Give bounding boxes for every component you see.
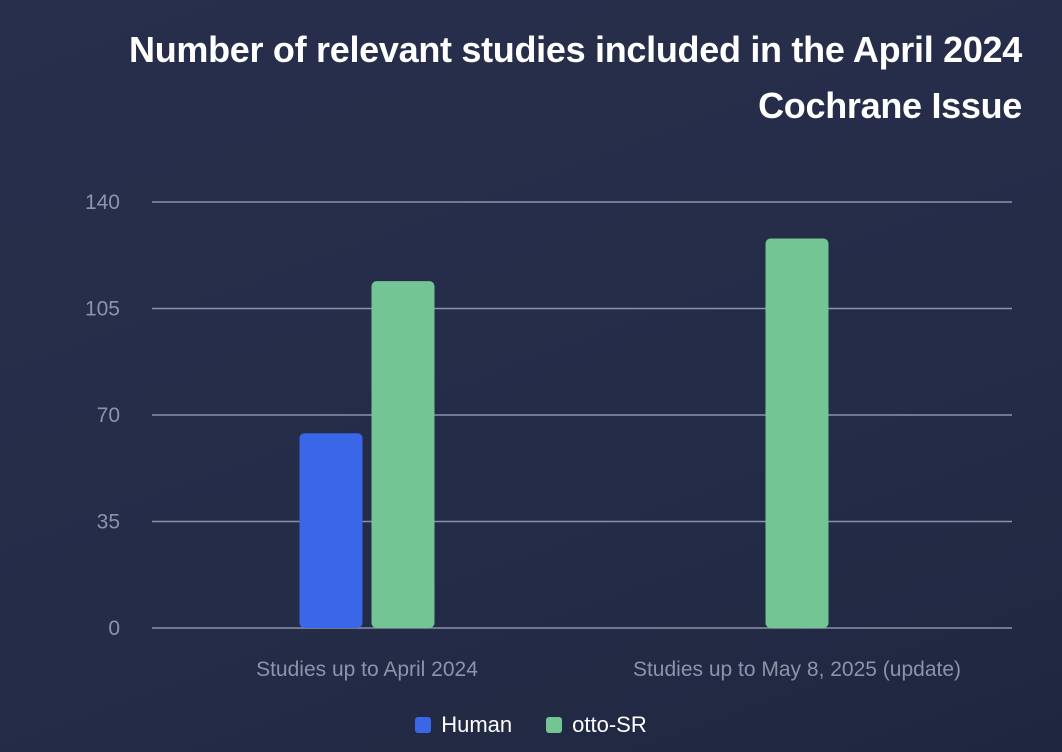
legend-item-otto-sr[interactable]: otto-SR bbox=[546, 712, 647, 738]
chart-title: Number of relevant studies included in t… bbox=[22, 22, 1022, 134]
legend-swatch-human bbox=[415, 717, 432, 733]
y-tick-label: 70 bbox=[97, 404, 120, 427]
legend-swatch-otto-sr bbox=[546, 717, 563, 733]
bars bbox=[299, 238, 829, 628]
x-axis-labels: Studies up to April 2024 Studies up to Ma… bbox=[256, 658, 961, 681]
legend-label-human: Human bbox=[441, 712, 513, 737]
chart-title-line-1: Number of relevant studies included in t… bbox=[129, 29, 1022, 70]
legend: Human otto-SR bbox=[0, 712, 1062, 738]
grid-lines bbox=[152, 201, 1012, 629]
bar-otto-sr-0[interactable] bbox=[371, 281, 435, 628]
bar-human-0[interactable] bbox=[299, 433, 363, 628]
y-axis-ticks: 0 35 70 105 140 bbox=[85, 191, 120, 640]
y-tick-label: 140 bbox=[85, 191, 120, 214]
chart-title-line-2: Cochrane Issue bbox=[758, 85, 1022, 126]
legend-label-otto-sr: otto-SR bbox=[572, 712, 647, 737]
bar-otto-sr-1[interactable] bbox=[765, 238, 829, 628]
y-tick-label: 105 bbox=[85, 298, 120, 321]
x-category-label: Studies up to May 8, 2025 (update) bbox=[633, 658, 961, 681]
legend-item-human[interactable]: Human bbox=[415, 712, 512, 738]
x-category-label: Studies up to April 2024 bbox=[256, 658, 478, 681]
y-tick-label: 35 bbox=[97, 511, 120, 534]
y-tick-label: 0 bbox=[108, 617, 120, 640]
